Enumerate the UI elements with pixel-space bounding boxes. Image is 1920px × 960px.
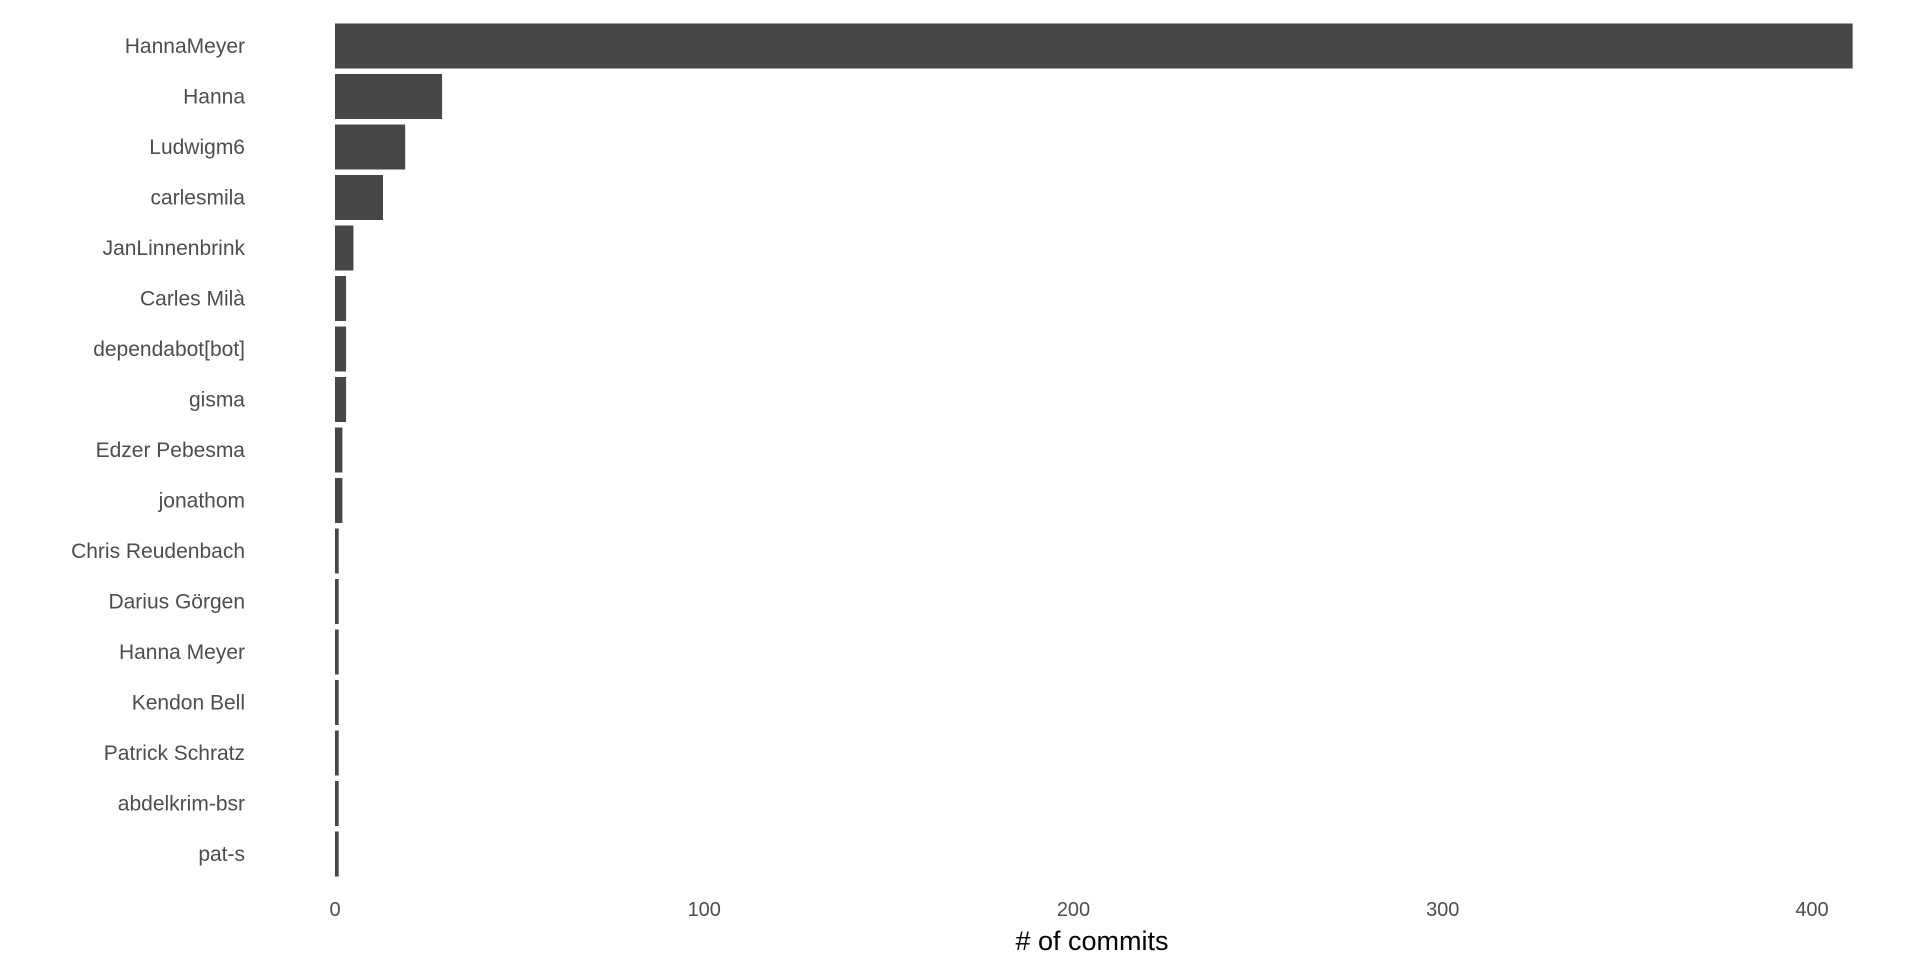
y-tick-label: pat-s: [198, 843, 245, 866]
bar: [335, 427, 343, 473]
y-tick-label: Patrick Schratz: [104, 742, 245, 765]
y-tick-label: Hanna: [183, 86, 245, 109]
bar: [335, 377, 347, 422]
bar: [335, 175, 384, 220]
bar: [335, 225, 354, 271]
bar: [335, 23, 1853, 69]
y-tick-label: Ludwigm6: [149, 136, 245, 159]
bar: [335, 276, 347, 321]
x-tick-label: 300: [1426, 899, 1459, 921]
bar: [335, 730, 339, 776]
y-tick-label: gisma: [189, 389, 245, 412]
y-tick-label: Chris Reudenbach: [71, 540, 245, 563]
y-tick-label: Hanna Meyer: [119, 641, 245, 664]
bar: [335, 74, 443, 119]
bar: [335, 124, 406, 170]
y-tick-label: dependabot[bot]: [93, 338, 245, 361]
y-tick-label: Darius Görgen: [108, 591, 245, 614]
bar: [335, 680, 339, 725]
bar: [335, 579, 339, 624]
y-tick-label: Kendon Bell: [132, 692, 245, 715]
x-tick-label: 0: [329, 899, 340, 921]
x-tick-label: 400: [1795, 899, 1828, 921]
x-tick-label: 100: [688, 899, 721, 921]
bar: [335, 326, 347, 372]
y-tick-label: Carles Milà: [140, 288, 245, 311]
y-tick-label: Edzer Pebesma: [96, 439, 246, 462]
bar: [335, 831, 339, 877]
bar: [335, 528, 339, 574]
y-tick-label: carlesmila: [150, 187, 245, 210]
y-tick-label: HannaMeyer: [125, 35, 245, 58]
y-tick-label: jonathom: [158, 490, 245, 513]
bar: [335, 781, 339, 826]
y-tick-label: JanLinnenbrink: [103, 237, 246, 260]
y-tick-label: abdelkrim-bsr: [118, 793, 245, 816]
bar: [335, 478, 343, 523]
bar: [335, 629, 339, 675]
x-axis-title: # of commits: [1015, 926, 1168, 956]
x-tick-label: 200: [1057, 899, 1090, 921]
